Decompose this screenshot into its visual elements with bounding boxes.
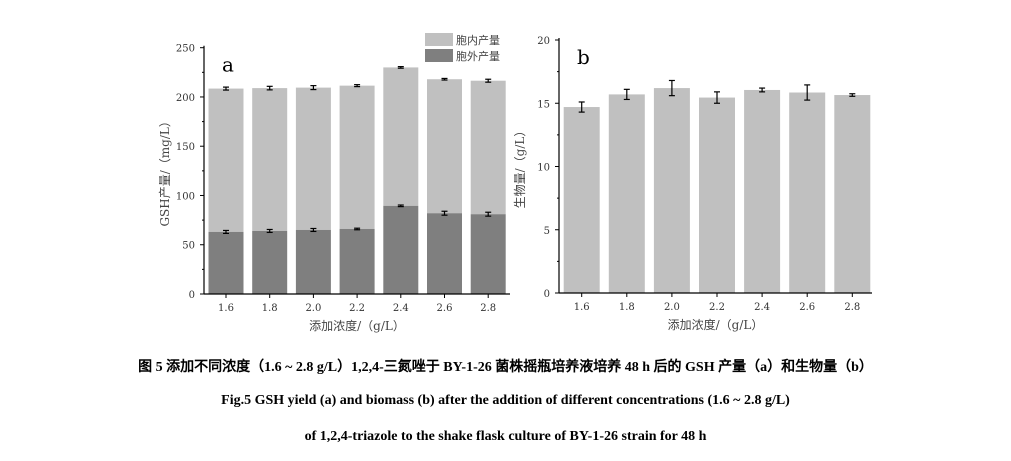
panel-b-y-tick-label: 5 <box>544 226 550 237</box>
caption-english-line1: Fig.5 GSH yield (a) and biomass (b) afte… <box>221 393 790 408</box>
panel-b-bar <box>789 92 826 293</box>
panel-a-bar-intracellular <box>470 80 506 215</box>
panel-b-x-tick-label: 2.4 <box>754 302 770 313</box>
panel-a-bar-extracellular <box>252 230 288 294</box>
panel-a-bar-intracellular <box>383 67 419 206</box>
panel-b-label: b <box>577 45 590 69</box>
panel-a-y-tick-label: 250 <box>176 44 195 55</box>
panel-b-y-tick-label: 10 <box>537 163 550 174</box>
panel-a-y-tick-label: 50 <box>182 241 195 252</box>
panel-a-y-axis-label: GSH产量/（mg/L） <box>158 115 172 226</box>
panel-b-bar <box>653 88 690 293</box>
panel-a-bar-extracellular <box>470 214 506 294</box>
panel-a-x-tick-label: 2.6 <box>437 303 453 314</box>
panel-b-bar <box>834 95 871 293</box>
panel-b-x-tick-label: 1.8 <box>619 302 635 313</box>
panel-b-y-axis-label: 生物量/（g/L） <box>513 125 527 209</box>
panel-b-x-tick-label: 1.6 <box>574 302 590 313</box>
panel-a-bar-extracellular <box>427 213 462 294</box>
legend-label: 胞内产量 <box>456 33 500 47</box>
panel-a-bar-extracellular <box>295 229 331 294</box>
panel-b-x-tick-label: 2.8 <box>844 302 860 313</box>
panel-b-y-tick-label: 20 <box>537 36 550 47</box>
caption-english-line2: of 1,2,4-triazole to the shake flask cul… <box>304 429 707 444</box>
panel-a-bar-extracellular <box>208 231 244 294</box>
panel-a-y-tick-label: 200 <box>176 93 195 104</box>
caption-chinese: 图 5 添加不同浓度（1.6 ~ 2.8 g/L）1,2,4-三氮唑于 BY-1… <box>138 360 873 375</box>
panel-a-x-tick-label: 1.6 <box>218 303 234 314</box>
panel-b-x-axis-label: 添加浓度/（g/L） <box>668 317 764 332</box>
panel-a-bar-intracellular <box>252 88 288 231</box>
panel-b-x-tick-label: 2.0 <box>664 302 680 313</box>
panel-a-bar-intracellular <box>295 87 331 230</box>
panel-a-y-tick-label: 150 <box>176 142 195 153</box>
panel-a-bar-intracellular <box>208 88 244 232</box>
panel-b-bar <box>699 97 735 294</box>
panel-a-x-tick-label: 2.0 <box>305 303 321 314</box>
panel-a-bar-extracellular <box>339 228 375 294</box>
panel-b-bar <box>563 107 600 293</box>
panel-a-bar-extracellular <box>383 205 419 294</box>
panel-a-y-tick-label: 0 <box>189 290 195 301</box>
panel-b-x-tick-label: 2.2 <box>709 302 725 313</box>
panel-a-x-tick-label: 2.8 <box>480 303 496 314</box>
panel-a-x-tick-label: 1.8 <box>262 303 278 314</box>
panel-b-y-tick-label: 0 <box>544 289 550 300</box>
panel-a-bar-intracellular <box>427 79 462 214</box>
legend-label: 胞外产量 <box>456 49 500 63</box>
panel-b-y-tick-label: 15 <box>537 99 550 110</box>
panel-a-label: a <box>222 53 234 77</box>
panel-a-y-tick-label: 100 <box>176 191 195 202</box>
panel-a-bar-intracellular <box>339 85 375 229</box>
panel-a-x-tick-label: 2.4 <box>393 303 409 314</box>
panel-b-bar <box>608 94 645 294</box>
panel-a-x-tick-label: 2.2 <box>349 303 365 314</box>
legend-swatch <box>425 49 453 62</box>
panel-b-bar <box>744 89 781 293</box>
panel-a-x-axis-label: 添加浓度/（g/L） <box>309 318 405 333</box>
panel-b-x-tick-label: 2.6 <box>799 302 815 313</box>
legend-swatch <box>425 33 453 46</box>
